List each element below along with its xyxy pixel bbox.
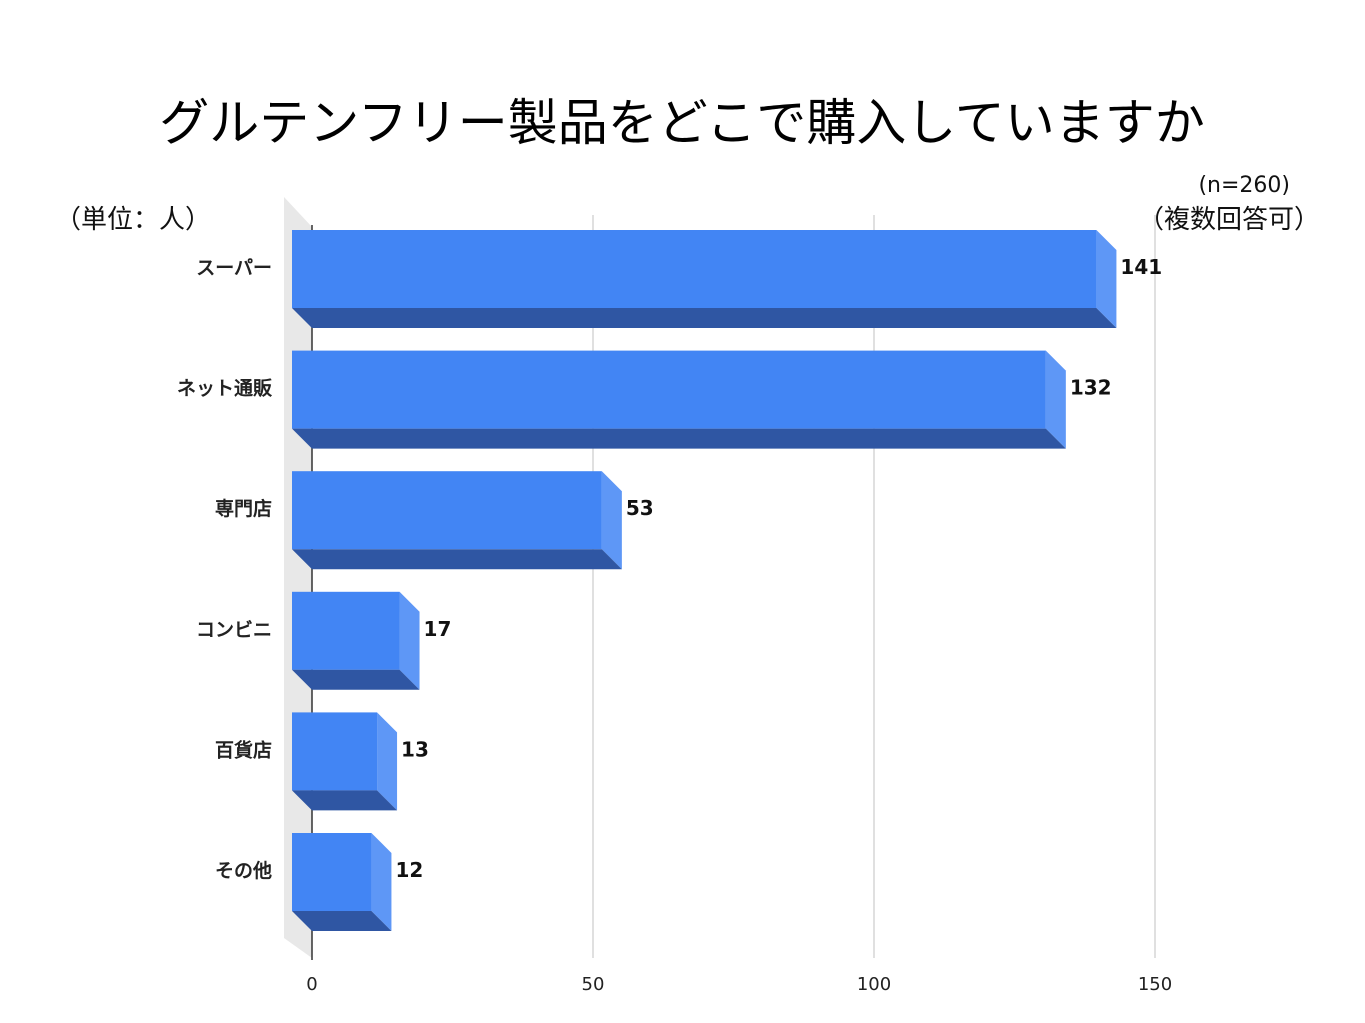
- bar: [292, 471, 602, 550]
- bar-side: [371, 833, 392, 931]
- data-label: 17: [424, 617, 452, 641]
- plot-area: 0 50 100 150 スーパー 141 ネット通販 132 専門店 53 コンビニ 17 百貨店 13…: [177, 197, 1172, 995]
- category-label: ネット通販: [177, 378, 273, 400]
- category-label: コンビニ: [196, 619, 272, 641]
- bar-bottom: [292, 308, 1117, 328]
- sample-size-note: (n=260): [1198, 173, 1290, 198]
- data-label: 132: [1070, 376, 1112, 400]
- bar-bottom: [292, 549, 622, 570]
- bar-side: [1045, 350, 1066, 449]
- multi-answer-note: （複数回答可）: [1138, 205, 1320, 235]
- category-label: 専門店: [215, 497, 272, 520]
- bar: [292, 230, 1097, 308]
- bar-bottom: [292, 428, 1066, 449]
- data-label: 53: [626, 496, 654, 520]
- category-label: スーパー: [196, 257, 272, 279]
- category-label: 百貨店: [215, 738, 272, 761]
- unit-note: （単位：人）: [55, 205, 211, 235]
- x-tick-label: 0: [306, 974, 317, 995]
- bar-bottom: [292, 911, 392, 931]
- bar: [292, 591, 400, 670]
- bar-side: [399, 591, 420, 690]
- data-label: 141: [1120, 255, 1162, 279]
- bar: [292, 712, 378, 791]
- bar-side: [377, 712, 398, 811]
- bar: [292, 833, 372, 911]
- x-tick-label: 100: [857, 974, 891, 995]
- x-tick-label: 50: [582, 974, 605, 995]
- bar-bottom: [292, 669, 420, 690]
- bar-bottom: [292, 790, 398, 811]
- data-label: 13: [401, 737, 429, 761]
- bar: [292, 350, 1046, 429]
- bar-side: [1096, 230, 1117, 328]
- bar-side: [601, 471, 622, 570]
- x-tick-label: 150: [1138, 974, 1172, 995]
- category-label: その他: [215, 859, 272, 882]
- data-label: 12: [395, 858, 423, 882]
- chart-title: グルテンフリー製品をどこで購入していますか: [159, 94, 1205, 152]
